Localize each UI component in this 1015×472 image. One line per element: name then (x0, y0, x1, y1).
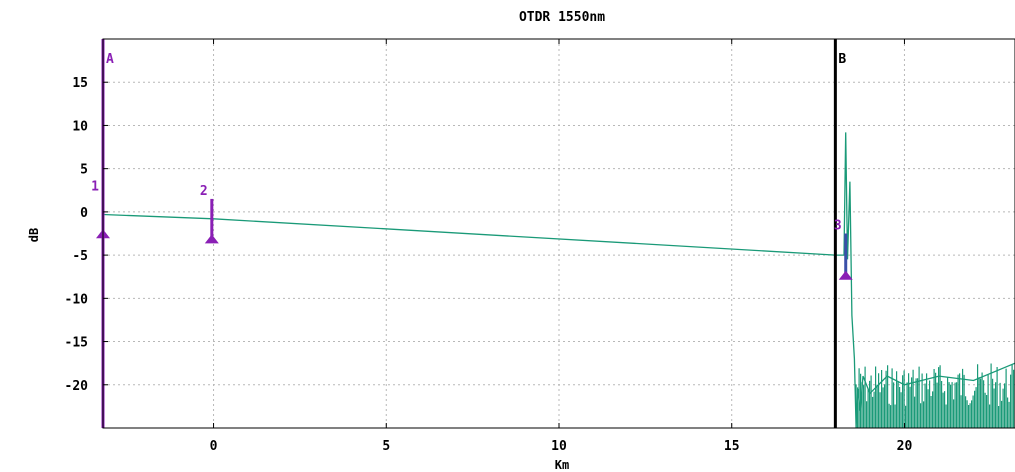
x-axis-label: Km (555, 458, 569, 472)
x-tick-label: 20 (897, 439, 913, 454)
y-tick-label: 0 (80, 206, 88, 221)
y-tick-label: 15 (72, 76, 88, 91)
cursor-b-label: B (838, 52, 846, 67)
y-tick-label: 10 (72, 119, 88, 134)
x-tick-label: 5 (382, 439, 390, 454)
marker-2-label: 2 (200, 184, 208, 199)
y-tick-label: -15 (65, 336, 88, 351)
y-tick-label: -5 (72, 249, 88, 264)
x-tick-label: 10 (551, 439, 567, 454)
y-axis-label: dB (27, 228, 41, 242)
marker-2-arrow (204, 234, 219, 244)
x-tick-label: 15 (724, 439, 740, 454)
tick-labels: 0 5 10 15 20 15 10 5 0 -5 -10 -15 -20 (65, 39, 913, 454)
chart-title: OTDR 1550nm (519, 10, 605, 25)
grid (103, 39, 1015, 428)
marker-1-label: 1 (91, 180, 99, 195)
y-tick-label: -10 (65, 292, 89, 307)
x-tick-label: 0 (210, 439, 218, 454)
marker-3-arrow (838, 270, 853, 280)
y-tick-label: 5 (80, 163, 88, 178)
y-tick-label: -20 (65, 379, 89, 394)
cursor-a-label: A (106, 52, 114, 67)
marker-3-label: 3 (834, 219, 842, 234)
